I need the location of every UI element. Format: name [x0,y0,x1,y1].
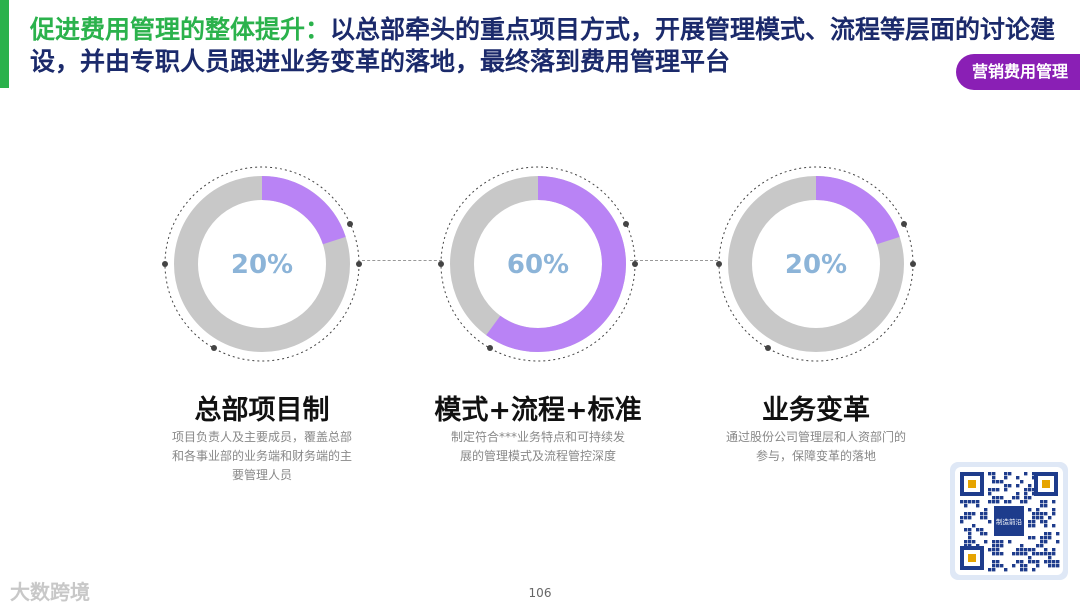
page-number: 106 [528,586,552,600]
item-heading: 业务变革 [762,395,870,426]
item-heading: 总部项目制 [194,395,330,426]
donut-chart [438,166,638,362]
donut-chart [162,166,362,362]
qr-center-label: 制造前沿 [996,517,1023,526]
item-description: 制定符合***业务特点和可持续发展的管理模式及流程管控深度 [450,430,625,463]
page-title: 促进费用管理的整体提升：以总部牵头的重点项目方式，开展管理模式、流程等层面的讨论… [30,14,1070,78]
percent-label: 60% [506,250,570,280]
percent-arc [728,176,904,352]
item-description: 项目负责人及主要成员，覆盖总部和各事业部的业务端和财务端的主要管理人员 [172,430,353,482]
connector-line-1 [362,260,442,261]
watermark: 大数跨境 [10,580,90,604]
percent-label: 20% [784,250,848,280]
title-accent-bar [0,0,9,88]
percent-label: 20% [230,250,294,280]
percent-arc [174,176,350,352]
percent-arc [450,176,626,352]
item-description: 通过股份公司管理层和人资部门的参与，保障变革的落地 [726,430,907,463]
title-lead: 促进费用管理的整体提升： [30,15,331,44]
donut-chart [716,166,916,362]
section-tag: 营销费用管理 [955,54,1080,90]
connector-line-2 [630,260,718,261]
qr-code[interactable]: 制造前沿 [950,462,1068,580]
title-body: 以总部牵头的重点项目方式，开展管理模式、流程等层面的讨论建设，并由专职人员跟进业… [30,15,1056,76]
item-heading: 模式+流程+标准 [434,395,642,426]
